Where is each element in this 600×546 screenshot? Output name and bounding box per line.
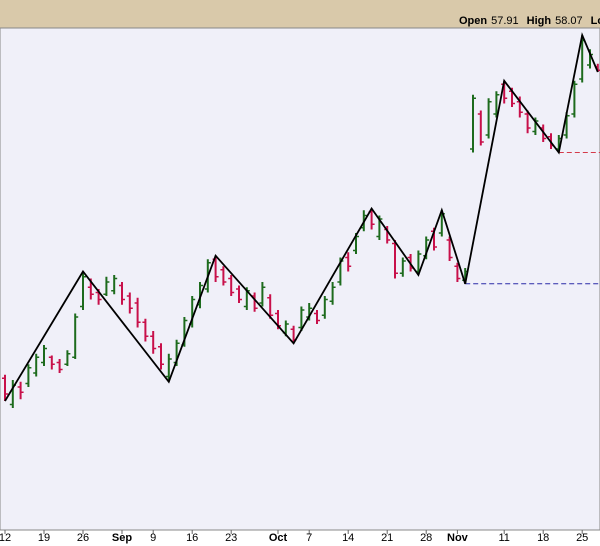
plot-area bbox=[0, 27, 600, 531]
header-value: 58.07 bbox=[555, 15, 583, 27]
x-tick-label: 9 bbox=[150, 532, 156, 544]
x-tick-label: 7 bbox=[306, 532, 312, 544]
x-tick-label: 26 bbox=[77, 532, 89, 544]
x-tick-label: Sep bbox=[112, 532, 132, 544]
x-tick-label: 21 bbox=[381, 532, 393, 544]
x-tick-label: 28 bbox=[420, 532, 432, 544]
x-tick-label: Oct bbox=[269, 532, 288, 544]
x-tick-label: Nov bbox=[447, 532, 469, 544]
x-tick-label: 19 bbox=[38, 532, 50, 544]
header-label: High bbox=[527, 15, 552, 27]
x-tick-label: 25 bbox=[576, 532, 588, 544]
x-tick-label: 11 bbox=[498, 532, 509, 544]
header-label: Open bbox=[459, 15, 487, 27]
header-band bbox=[0, 0, 600, 28]
x-tick-label: 23 bbox=[225, 532, 237, 544]
zigzag-line bbox=[4, 32, 599, 402]
x-tick-label: 14 bbox=[342, 532, 354, 544]
x-tick-label: 18 bbox=[537, 532, 549, 544]
header-value: 57.91 bbox=[491, 15, 519, 27]
x-tick-label: 16 bbox=[186, 532, 198, 544]
plot bbox=[2, 32, 600, 408]
header-label: Low bbox=[591, 15, 600, 27]
x-tick-label: 12 bbox=[0, 532, 11, 544]
